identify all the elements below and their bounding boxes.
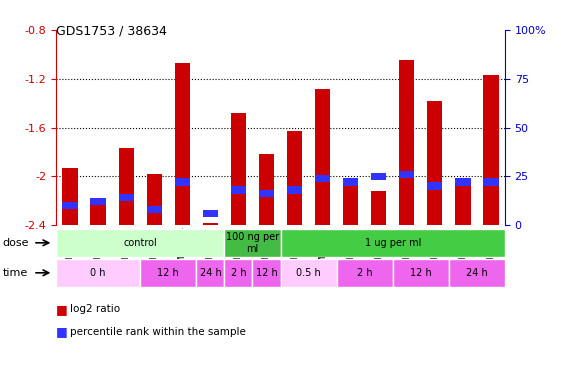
- Text: log2 ratio: log2 ratio: [70, 304, 120, 314]
- Text: 24 h: 24 h: [466, 268, 488, 278]
- Bar: [196, 259, 224, 287]
- Bar: [287, 131, 302, 225]
- Bar: [146, 174, 162, 225]
- Bar: [259, 154, 274, 225]
- Bar: [280, 259, 337, 287]
- Bar: [231, 186, 246, 194]
- Bar: [224, 259, 252, 287]
- Text: 0 h: 0 h: [90, 268, 106, 278]
- Text: 100 ng per
ml: 100 ng per ml: [226, 232, 279, 254]
- Text: 12 h: 12 h: [256, 268, 277, 278]
- Text: 24 h: 24 h: [200, 268, 221, 278]
- Bar: [337, 259, 393, 287]
- Bar: [483, 178, 499, 186]
- Bar: [449, 259, 505, 287]
- Bar: [259, 190, 274, 198]
- Bar: [455, 179, 471, 225]
- Text: dose: dose: [3, 238, 29, 248]
- Bar: [483, 75, 499, 225]
- Bar: [118, 194, 134, 201]
- Bar: [280, 229, 505, 257]
- Bar: [174, 178, 190, 186]
- Bar: [343, 178, 358, 186]
- Text: GDS1753 / 38634: GDS1753 / 38634: [56, 24, 167, 38]
- Bar: [455, 178, 471, 186]
- Bar: [315, 174, 330, 182]
- Text: time: time: [3, 268, 28, 278]
- Bar: [140, 259, 196, 287]
- Bar: [62, 168, 78, 225]
- Bar: [399, 171, 415, 178]
- Bar: [231, 113, 246, 225]
- Bar: [118, 148, 134, 225]
- Text: 1 ug per ml: 1 ug per ml: [365, 238, 421, 248]
- Bar: [371, 191, 387, 225]
- Bar: [287, 186, 302, 194]
- Bar: [427, 101, 443, 225]
- Bar: [224, 229, 280, 257]
- Text: ■: ■: [56, 303, 68, 316]
- Bar: [56, 229, 224, 257]
- Text: ■: ■: [56, 326, 68, 338]
- Text: 12 h: 12 h: [410, 268, 431, 278]
- Bar: [146, 206, 162, 213]
- Bar: [203, 210, 218, 217]
- Text: percentile rank within the sample: percentile rank within the sample: [70, 327, 246, 337]
- Text: 0.5 h: 0.5 h: [296, 268, 321, 278]
- Text: 2 h: 2 h: [357, 268, 373, 278]
- Bar: [252, 259, 280, 287]
- Bar: [62, 202, 78, 209]
- Bar: [393, 259, 449, 287]
- Bar: [90, 198, 106, 225]
- Text: control: control: [123, 238, 157, 248]
- Bar: [343, 185, 358, 225]
- Bar: [90, 198, 106, 205]
- Bar: [174, 63, 190, 225]
- Text: 2 h: 2 h: [231, 268, 246, 278]
- Bar: [56, 259, 140, 287]
- Bar: [427, 182, 443, 190]
- Bar: [315, 88, 330, 225]
- Bar: [203, 223, 218, 225]
- Bar: [371, 172, 387, 180]
- Bar: [399, 60, 415, 225]
- Text: 12 h: 12 h: [158, 268, 179, 278]
